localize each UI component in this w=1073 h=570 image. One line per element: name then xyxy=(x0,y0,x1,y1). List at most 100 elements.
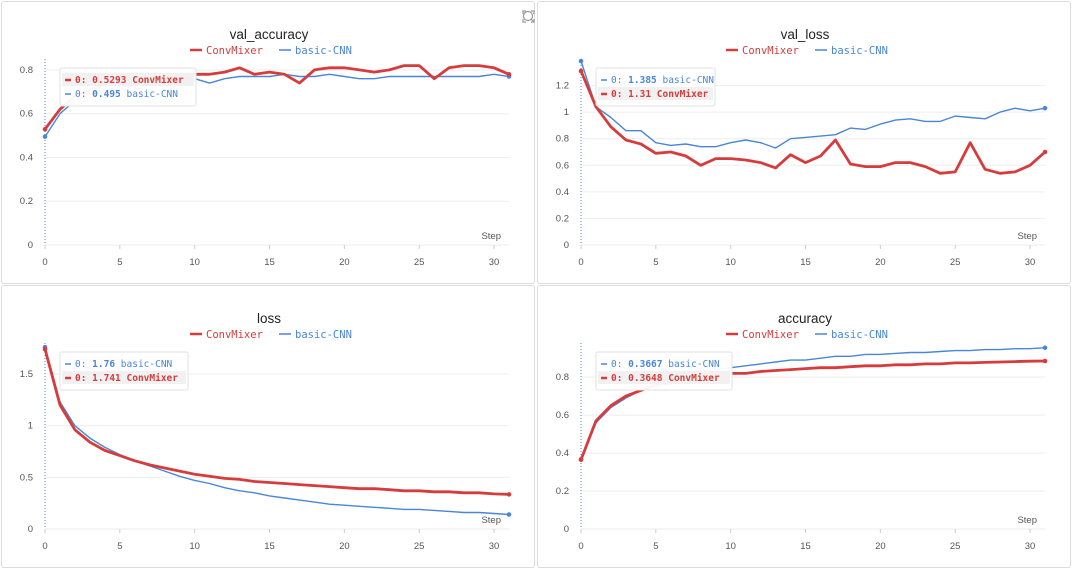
y-tick-label: 0.8 xyxy=(20,65,33,76)
y-tick-label: 0.2 xyxy=(556,213,569,224)
x-tick-label: 25 xyxy=(950,257,961,268)
end-point xyxy=(506,492,512,497)
chart-title: accuracy xyxy=(778,311,832,326)
x-tick-label: 10 xyxy=(189,541,200,552)
hover-point xyxy=(42,126,48,132)
x-tick-label: 0 xyxy=(42,257,47,268)
x-tick-label: 30 xyxy=(489,541,500,552)
legend-label[interactable]: basic-CNN xyxy=(831,329,888,341)
x-tick-label: 5 xyxy=(653,541,658,552)
x-tick-label: 5 xyxy=(653,257,658,268)
y-tick-label: 1.2 xyxy=(556,81,569,92)
x-tick-label: 20 xyxy=(339,257,350,268)
y-tick-label: 0.8 xyxy=(556,134,569,145)
hover-point xyxy=(578,68,584,74)
y-tick-label: 0.6 xyxy=(20,109,33,120)
legend-label[interactable]: ConvMixer xyxy=(206,329,263,341)
x-tick-label: 25 xyxy=(950,541,961,552)
x-tick-label: 10 xyxy=(725,257,736,268)
chart-panel-accuracy: accuracy ConvMixer basic-CNN 0 0.2 0.4 0.6 0.8 0… xyxy=(537,285,1071,568)
tooltip-entry: 0: 0.495 basic-CNN xyxy=(75,89,178,100)
hover-point xyxy=(578,457,584,463)
y-tick-label: 0 xyxy=(28,240,33,251)
x-tick-label: 15 xyxy=(264,257,275,268)
tooltip-entry: 0: 1.76 basic-CNN xyxy=(75,359,173,370)
x-tick-label: 20 xyxy=(875,257,886,268)
hover-tooltip: 0: 1.76 basic-CNN 0: 1.741 ConvMixer xyxy=(59,351,189,391)
x-tick-label: 20 xyxy=(875,541,886,552)
end-point xyxy=(1042,105,1048,111)
legend-label[interactable]: ConvMixer xyxy=(206,45,263,57)
tooltip-entry: 0: 1.385 basic-CNN xyxy=(611,75,714,86)
y-tick-label: 0 xyxy=(28,524,33,535)
x-tick-label: 25 xyxy=(414,257,425,268)
end-point xyxy=(506,72,512,77)
tooltip-entry: 0: 0.3648 ConvMixer xyxy=(611,373,720,384)
y-tick-label: 0.8 xyxy=(556,372,569,383)
legend-label[interactable]: basic-CNN xyxy=(295,45,352,57)
tooltip-entry: 0: 0.5293 ConvMixer xyxy=(75,75,184,86)
x-tick-label: 30 xyxy=(1025,257,1036,268)
end-point xyxy=(1042,345,1048,351)
hover-point xyxy=(42,134,48,139)
chart-title: loss xyxy=(257,311,281,326)
x-tick-label: 25 xyxy=(414,541,425,552)
x-tick-label: 0 xyxy=(42,541,47,552)
y-tick-label: 0.2 xyxy=(20,196,33,207)
series-line-ConvMixer xyxy=(579,70,1046,175)
x-tick-label: 10 xyxy=(189,257,200,268)
y-tick-label: 0.5 xyxy=(20,472,33,483)
x-axis-label: Step xyxy=(1017,515,1037,526)
x-tick-label: 15 xyxy=(800,541,811,552)
end-point xyxy=(1042,358,1048,364)
x-tick-label: 30 xyxy=(1025,541,1036,552)
chart-title: val_loss xyxy=(781,27,830,42)
x-axis-label: Step xyxy=(1017,231,1037,242)
y-tick-label: 0.2 xyxy=(556,486,569,497)
end-point xyxy=(1042,149,1048,155)
chart-panel-val-loss: val_loss ConvMixer basic-CNN 0 0.2 0.4 0.6 0.8 1… xyxy=(537,1,1071,284)
y-tick-label: 0.6 xyxy=(556,410,569,421)
tooltip-entry: 0: 1.741 ConvMixer xyxy=(75,373,178,384)
legend-label[interactable]: basic-CNN xyxy=(831,45,888,57)
hover-tooltip: 0: 0.5293 ConvMixer 0: 0.495 basic-CNN xyxy=(59,67,197,107)
y-tick-label: 0 xyxy=(564,524,569,535)
x-axis-label: Step xyxy=(481,515,501,526)
y-tick-label: 1 xyxy=(564,107,569,118)
series-line-ConvMixer xyxy=(43,348,510,496)
x-tick-label: 5 xyxy=(117,541,122,552)
chart-panel-loss: loss ConvMixer basic-CNN 0 0.5 1 1.5 0 5 10 15 20 25… xyxy=(1,285,535,568)
y-tick-label: 0 xyxy=(564,240,569,251)
chart-panel-val-accuracy: val_accuracy ConvMixer basic-CNN 0 0.2 0.4 0.6… xyxy=(1,1,535,284)
y-tick-label: 0.4 xyxy=(556,187,569,198)
x-tick-label: 15 xyxy=(800,257,811,268)
x-tick-label: 0 xyxy=(578,541,583,552)
y-tick-label: 1 xyxy=(28,421,33,432)
hover-point xyxy=(42,346,48,352)
y-tick-label: 0.6 xyxy=(556,160,569,171)
x-tick-label: 30 xyxy=(489,257,500,268)
y-tick-label: 1.5 xyxy=(20,369,33,380)
x-tick-label: 15 xyxy=(264,541,275,552)
legend-label[interactable]: basic-CNN xyxy=(295,329,352,341)
end-point xyxy=(506,512,512,517)
chart-svg: val_accuracy ConvMixer basic-CNN 0 0.2 0.4 0.6… xyxy=(20,27,512,268)
y-tick-label: 0.4 xyxy=(20,152,33,163)
hover-point xyxy=(578,58,584,64)
x-tick-label: 10 xyxy=(725,541,736,552)
legend-label[interactable]: ConvMixer xyxy=(742,329,799,341)
x-tick-label: 0 xyxy=(578,257,583,268)
hover-tooltip: 0: 0.3667 basic-CNN 0: 0.3648 ConvMixer xyxy=(595,351,733,391)
legend-label[interactable]: ConvMixer xyxy=(742,45,799,57)
chart-svg: val_loss ConvMixer basic-CNN 0 0.2 0.4 0.6 0.8 1… xyxy=(556,27,1048,268)
x-tick-label: 5 xyxy=(117,257,122,268)
chart-svg: accuracy ConvMixer basic-CNN 0 0.2 0.4 0.6 0.8 0… xyxy=(556,311,1048,552)
series-line-basic-CNN xyxy=(580,60,1046,149)
chart-title: val_accuracy xyxy=(230,27,309,42)
hover-tooltip: 0: 1.385 basic-CNN 0: 1.31 ConvMixer xyxy=(595,67,716,107)
y-tick-label: 0.4 xyxy=(556,448,569,459)
tooltip-entry: 0: 1.31 ConvMixer xyxy=(611,89,709,100)
tooltip-entry: 0: 0.3667 basic-CNN xyxy=(611,359,720,370)
x-axis-label: Step xyxy=(481,231,501,242)
x-tick-label: 20 xyxy=(339,541,350,552)
